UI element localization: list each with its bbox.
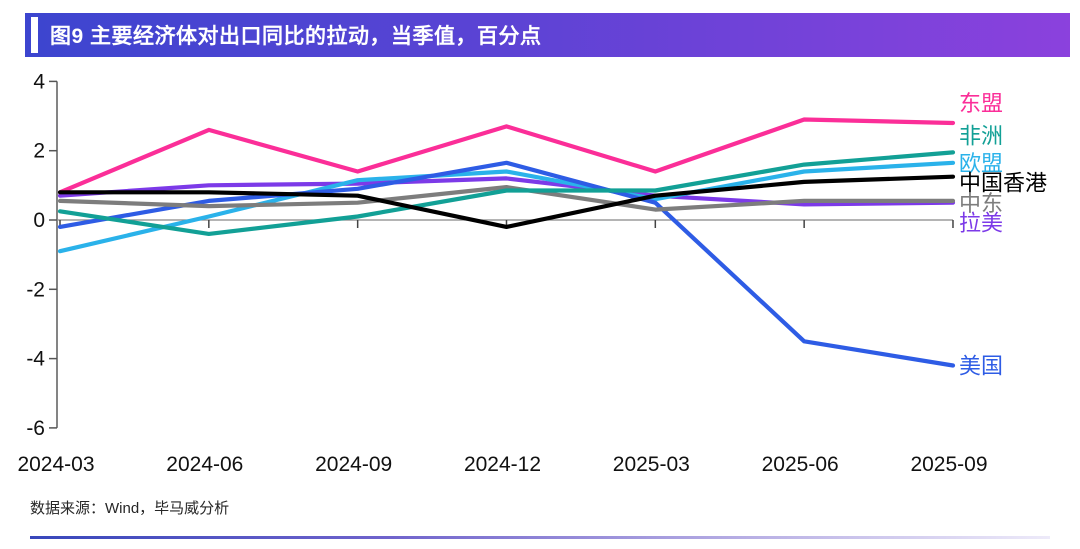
series-label-欧盟: 欧盟 — [959, 151, 1003, 176]
x-axis-tick-label: 2024-06 — [166, 453, 243, 476]
y-axis-tick-label: 4 — [33, 70, 45, 93]
series-line-中东 — [57, 185, 956, 212]
y-axis-tick-label: -2 — [26, 278, 45, 301]
series-line-非洲 — [57, 150, 956, 236]
series-label-东盟: 东盟 — [959, 91, 1003, 116]
y-axis-tick-label: 0 — [33, 209, 45, 232]
series-line-美国 — [57, 160, 956, 368]
x-axis-tick-label: 2025-03 — [613, 453, 690, 476]
y-axis-tick-label: 2 — [33, 140, 45, 163]
series-label-非洲: 非洲 — [959, 123, 1003, 148]
series-label-中东: 中东 — [959, 191, 1003, 216]
series-line-欧盟 — [57, 160, 956, 254]
x-axis-tick-label: 2025-06 — [762, 453, 839, 476]
series-line-拉美 — [57, 176, 956, 207]
series-line-东盟 — [57, 117, 956, 195]
figure-title: 图9 主要经济体对出口同比的拉动，当季值，百分点 — [50, 25, 542, 48]
y-axis-tick-label: -4 — [26, 348, 45, 371]
footer-divider — [30, 536, 1050, 539]
x-axis-tick-label: 2024-12 — [464, 453, 541, 476]
series-line-中国香港 — [57, 174, 956, 229]
y-axis-tick-label: -6 — [26, 417, 45, 440]
x-axis-tick-label: 2024-03 — [17, 453, 94, 476]
figure-title-bar: 图9 主要经济体对出口同比的拉动，当季值，百分点 — [25, 13, 1070, 57]
x-axis-tick-label: 2025-09 — [910, 453, 987, 476]
series-label-拉美: 拉美 — [959, 211, 1003, 236]
series-label-美国: 美国 — [959, 354, 1003, 379]
data-source-text: 数据来源：Wind，毕马威分析 — [30, 500, 230, 517]
series-label-中国香港: 中国香港 — [959, 171, 1047, 196]
title-accent-bar — [31, 17, 38, 53]
x-axis-tick-label: 2024-09 — [315, 453, 392, 476]
